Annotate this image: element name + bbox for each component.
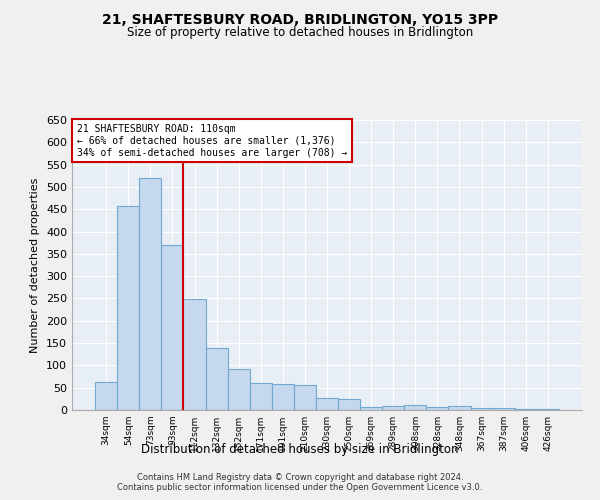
Bar [184,300,206,410]
Text: 21 SHAFTESBURY ROAD: 110sqm
← 66% of detached houses are smaller (1,376)
34% of : 21 SHAFTESBURY ROAD: 110sqm ← 66% of det… [77,124,347,158]
Bar [448,406,470,410]
Text: Contains HM Land Registry data © Crown copyright and database right 2024.
Contai: Contains HM Land Registry data © Crown c… [118,472,482,492]
Bar [272,384,294,410]
Bar [338,400,360,410]
Bar [493,408,515,410]
Bar [427,408,448,410]
Bar [316,398,338,410]
Text: Size of property relative to detached houses in Bridlington: Size of property relative to detached ho… [127,26,473,39]
Bar [139,178,161,410]
Y-axis label: Number of detached properties: Number of detached properties [31,178,40,352]
Bar [95,382,117,410]
Text: Distribution of detached houses by size in Bridlington: Distribution of detached houses by size … [141,442,459,456]
Bar [227,368,250,410]
Bar [404,405,427,410]
Bar [294,384,316,410]
Bar [470,408,493,410]
Bar [382,406,404,410]
Bar [537,408,559,410]
Bar [117,206,139,410]
Bar [250,383,272,410]
Bar [161,245,184,410]
Text: 21, SHAFTESBURY ROAD, BRIDLINGTON, YO15 3PP: 21, SHAFTESBURY ROAD, BRIDLINGTON, YO15 … [102,12,498,26]
Bar [206,348,227,410]
Bar [360,407,382,410]
Bar [515,408,537,410]
